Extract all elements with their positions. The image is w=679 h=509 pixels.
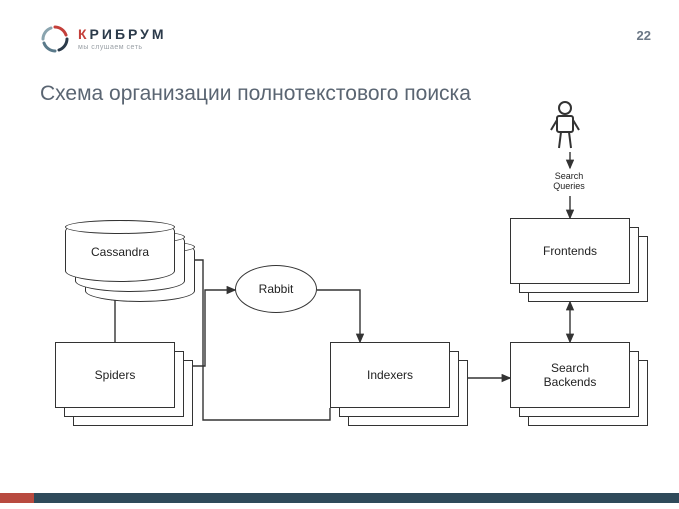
logo: КРИБРУМ мы слушаем сеть [40, 24, 167, 54]
node-backends-label: Search Backends [511, 343, 629, 407]
node-spiders-label: Spiders [56, 343, 174, 407]
brand-first-letter: К [78, 26, 90, 42]
brand-rest: РИБРУМ [90, 26, 167, 42]
header: КРИБРУМ мы слушаем сеть 22 [0, 0, 679, 70]
brand-name: КРИБРУМ [78, 27, 167, 41]
node-spiders: Spiders [55, 342, 193, 426]
brand-tagline: мы слушаем сеть [78, 44, 167, 51]
user-icon [547, 100, 583, 150]
node-frontends-label: Frontends [511, 219, 629, 283]
diagram: Cassandra Spiders Rabbit Indexers Frontends S… [0, 110, 679, 490]
page-number: 22 [637, 28, 651, 43]
node-indexers: Indexers [330, 342, 468, 426]
slide: КРИБРУМ мы слушаем сеть 22 Схема организ… [0, 0, 679, 509]
label-sq_label: Search Queries [547, 172, 591, 194]
edge [317, 290, 360, 342]
node-frontends: Frontends [510, 218, 648, 302]
node-backends: Search Backends [510, 342, 648, 426]
node-rabbit: Rabbit [235, 265, 317, 313]
footer-bar [0, 493, 679, 503]
logo-text: КРИБРУМ мы слушаем сеть [78, 27, 167, 51]
footer-accent [0, 493, 34, 503]
logo-mark-icon [40, 24, 70, 54]
slide-title: Схема организации полнотекстового поиска [40, 82, 471, 106]
node-cassandra: Cassandra [65, 220, 195, 302]
node-cassandra-label: Cassandra [66, 245, 174, 259]
node-indexers-label: Indexers [331, 343, 449, 407]
